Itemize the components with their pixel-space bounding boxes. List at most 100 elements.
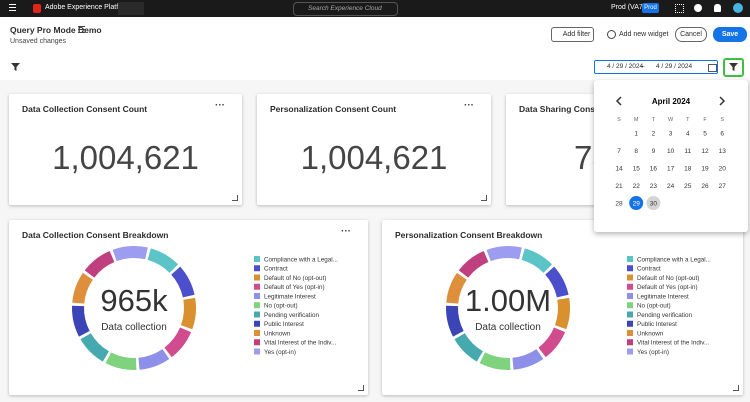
add-icon[interactable] (607, 30, 616, 39)
legend-label[interactable]: Legitimate Interest (264, 293, 316, 300)
donut-segment[interactable] (147, 248, 179, 273)
legend-label[interactable]: Legitimate Interest (637, 293, 689, 300)
day[interactable]: 23 (650, 183, 658, 190)
legend-label[interactable]: Contract (637, 266, 661, 273)
legend-label[interactable]: Default of No (opt-out) (637, 275, 699, 282)
day[interactable]: 21 (615, 183, 623, 190)
legend-label[interactable]: Vital Interest of the Indiv... (264, 340, 336, 347)
more-menu[interactable]: ··· (215, 100, 225, 111)
day[interactable]: 15 (633, 166, 641, 173)
legend-swatch[interactable] (254, 256, 260, 262)
legend-swatch[interactable] (254, 320, 260, 327)
help-icon[interactable] (694, 4, 702, 12)
notifications-icon[interactable] (714, 4, 721, 12)
legend-label[interactable]: Compliance with a Legal... (264, 256, 338, 263)
more-menu[interactable]: ··· (464, 100, 474, 111)
legend-label[interactable]: Default of Yes (opt-in) (637, 284, 698, 291)
donut-segment[interactable] (512, 349, 544, 370)
day[interactable]: 16 (650, 166, 658, 173)
day[interactable]: 14 (615, 166, 623, 173)
donut-segment[interactable] (180, 297, 197, 330)
day[interactable]: 29 (633, 201, 641, 208)
donut-segment[interactable] (112, 245, 148, 262)
donut-segment[interactable] (454, 333, 483, 362)
resize-handle[interactable] (481, 195, 487, 201)
metric-card[interactable]: Data Collection Consent Count ··· 1,004,… (9, 94, 242, 205)
product-name[interactable]: Adobe Experience Platform (45, 4, 131, 11)
donut-segment[interactable] (538, 327, 566, 358)
metric-card[interactable]: Personalization Consent Count ··· 1,004,… (257, 94, 491, 205)
filter-toggle[interactable] (723, 58, 744, 77)
day[interactable]: 7 (617, 148, 621, 155)
legend-swatch[interactable] (627, 265, 633, 272)
donut-segment[interactable] (105, 352, 137, 370)
day[interactable]: 19 (701, 166, 709, 173)
filter-icon[interactable] (11, 63, 20, 71)
legend-label[interactable]: Pending verification (264, 312, 319, 319)
legend-label[interactable]: Unknown (637, 330, 664, 337)
legend-swatch[interactable] (254, 274, 260, 281)
day[interactable]: 26 (701, 183, 709, 190)
legend-swatch[interactable] (627, 330, 633, 336)
legend-label[interactable]: Default of Yes (opt-in) (264, 284, 325, 291)
day[interactable]: 6 (720, 131, 724, 138)
prev-month[interactable] (615, 96, 622, 106)
add-filter-button[interactable]: Add filter (551, 27, 594, 42)
legend-swatch[interactable] (627, 320, 633, 327)
day[interactable]: 8 (634, 148, 638, 155)
legend-swatch[interactable] (627, 348, 633, 355)
resize-handle[interactable] (733, 385, 739, 391)
donut-segment[interactable] (479, 352, 511, 370)
apps-icon[interactable] (675, 4, 684, 13)
legend-label[interactable]: Default of No (opt-out) (264, 275, 326, 282)
next-month[interactable] (719, 96, 726, 106)
add-widget-button[interactable]: Add new widget (619, 31, 669, 38)
donut-segment[interactable] (164, 327, 192, 358)
day[interactable]: 18 (684, 166, 692, 173)
day[interactable]: 10 (667, 148, 675, 155)
legend-swatch[interactable] (254, 265, 260, 272)
legend-swatch[interactable] (627, 274, 633, 281)
day[interactable]: 17 (667, 166, 675, 173)
legend-label[interactable]: Public Interest (637, 321, 677, 328)
day[interactable]: 9 (652, 148, 656, 155)
legend-swatch[interactable] (254, 339, 260, 346)
day[interactable]: 1 (634, 131, 638, 138)
donut-segment[interactable] (171, 266, 195, 298)
legend-swatch[interactable] (627, 293, 633, 299)
legend-label[interactable]: Contract (264, 266, 288, 273)
legend-swatch[interactable] (254, 283, 260, 290)
legend-swatch[interactable] (254, 330, 260, 336)
donut-segment[interactable] (446, 272, 467, 304)
legend-label[interactable]: No (opt-out) (637, 303, 671, 310)
day[interactable]: 11 (684, 148, 691, 155)
donut-segment[interactable] (521, 248, 553, 273)
avatar[interactable] (733, 3, 743, 13)
legend-label[interactable]: Yes (opt-in) (637, 349, 669, 356)
legend-label[interactable]: Pending verification (637, 312, 692, 319)
donut-segment[interactable] (138, 349, 170, 370)
day[interactable]: 2 (652, 131, 656, 138)
legend-swatch[interactable] (627, 339, 633, 346)
more-menu[interactable]: ··· (341, 226, 351, 237)
save-button[interactable]: Save (713, 27, 747, 42)
logo[interactable] (33, 4, 41, 13)
legend-label[interactable]: Public Interest (264, 321, 304, 328)
donut-segment[interactable] (445, 305, 464, 337)
legend-label[interactable]: No (opt-out) (264, 303, 298, 310)
resize-handle[interactable] (358, 385, 364, 391)
menu-icon[interactable] (9, 4, 16, 5)
resize-handle[interactable] (232, 195, 238, 201)
day[interactable]: 20 (719, 166, 727, 173)
day[interactable]: 12 (701, 148, 709, 155)
settings-icon[interactable] (78, 26, 85, 27)
calendar-icon[interactable] (708, 64, 717, 72)
legend-swatch[interactable] (254, 311, 260, 318)
donut-segment[interactable] (486, 245, 522, 262)
day[interactable]: 28 (615, 201, 623, 208)
sandbox-badge[interactable]: Prod (642, 3, 659, 13)
org-name[interactable]: Prod (VA7) (611, 4, 646, 11)
legend-swatch[interactable] (254, 302, 260, 309)
legend-swatch[interactable] (627, 302, 633, 309)
day[interactable]: 30 (650, 201, 658, 208)
